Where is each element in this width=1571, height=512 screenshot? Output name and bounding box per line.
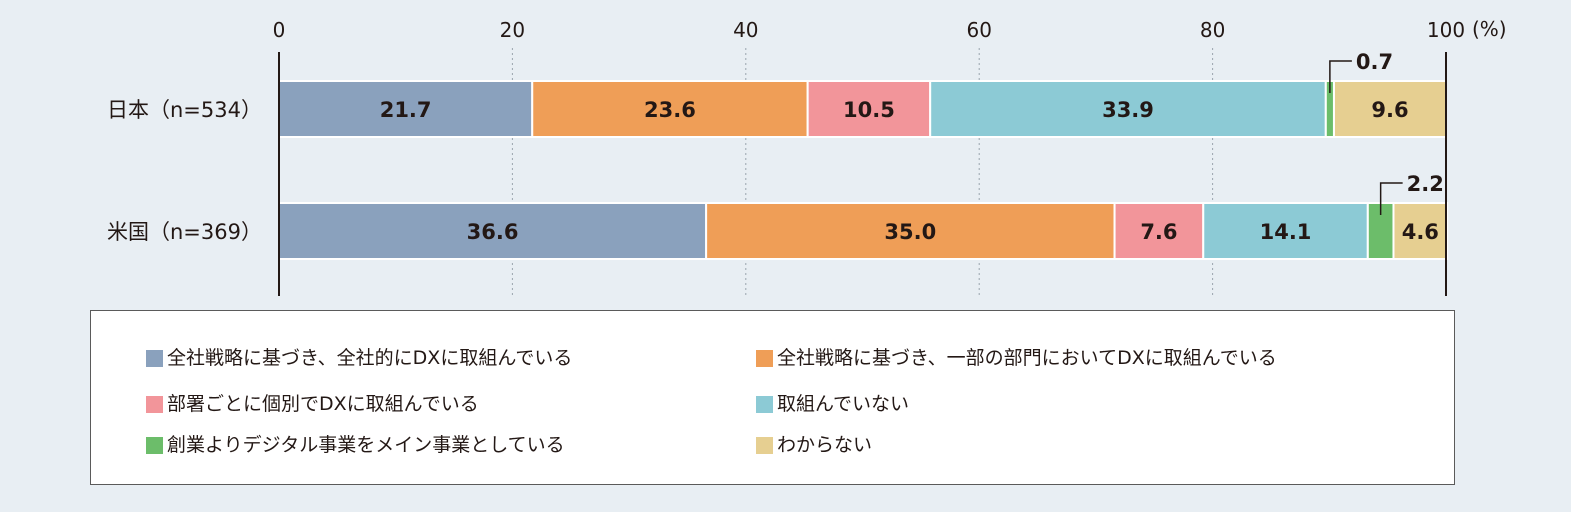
data-label: 4.6 xyxy=(1402,220,1439,244)
x-unit-label: (%) xyxy=(1472,17,1507,41)
data-label: 7.6 xyxy=(1140,220,1177,244)
legend-swatch xyxy=(756,349,773,367)
legend-item-partial-department: 全社戦略に基づき、一部の部門においてDXに取組んでいる xyxy=(756,346,1277,370)
bar-segment xyxy=(531,80,809,138)
data-label: 23.6 xyxy=(644,98,696,122)
x-tick-label: 80 xyxy=(1200,18,1225,42)
bar-segment xyxy=(1392,202,1449,260)
bar-segment xyxy=(278,202,708,260)
x-tick-label: 20 xyxy=(500,18,525,42)
bar-segment xyxy=(806,80,932,138)
legend-swatch xyxy=(756,395,773,413)
data-label: 14.1 xyxy=(1260,220,1312,244)
legend-label: 全社戦略に基づき、全社的にDXに取組んでいる xyxy=(167,347,573,369)
legend-swatch xyxy=(146,349,163,367)
legend-label: 全社戦略に基づき、一部の部門においてDXに取組んでいる xyxy=(777,347,1277,369)
bar-segment xyxy=(705,202,1116,260)
legend-label: わからない xyxy=(777,434,873,456)
legend-label: 部署ごとに個別でDXに取組んでいる xyxy=(167,393,479,415)
bar-segment xyxy=(929,80,1327,138)
callout-leader xyxy=(1329,60,1352,93)
callout-leader xyxy=(1379,182,1403,215)
legend-swatch xyxy=(756,436,773,454)
data-label: 9.6 xyxy=(1371,98,1408,122)
category-label: 日本（n=534） xyxy=(107,98,262,122)
x-tick-label: 60 xyxy=(966,18,991,42)
x-tick-label: 0 xyxy=(273,18,286,42)
legend-item-unknown: わからない xyxy=(756,433,872,457)
x-tick-label: 40 xyxy=(733,18,758,42)
chart-legend: 全社戦略に基づき、全社的にDXに取組んでいる 全社戦略に基づき、一部の部門におい… xyxy=(90,310,1455,485)
legend-item-digital-native: 創業よりデジタル事業をメイン事業としている xyxy=(146,433,565,457)
legend-swatch xyxy=(146,436,163,454)
legend-item-not-working: 取組んでいない xyxy=(756,392,909,416)
data-label: 35.0 xyxy=(884,220,936,244)
data-label: 2.2 xyxy=(1407,172,1444,196)
legend-item-company-wide: 全社戦略に基づき、全社的にDXに取組んでいる xyxy=(146,346,572,370)
legend-swatch xyxy=(146,395,163,413)
data-label: 10.5 xyxy=(843,98,895,122)
bar-segment xyxy=(1332,80,1448,138)
data-label: 0.7 xyxy=(1356,50,1393,74)
data-label: 36.6 xyxy=(467,220,519,244)
data-label: 33.9 xyxy=(1102,98,1154,122)
legend-label: 取組んでいない xyxy=(777,393,910,415)
legend-label: 創業よりデジタル事業をメイン事業としている xyxy=(167,434,565,456)
data-label: 21.7 xyxy=(380,98,432,122)
legend-item-individual-department: 部署ごとに個別でDXに取組んでいる xyxy=(146,392,479,416)
x-tick-label: 100 xyxy=(1427,18,1465,42)
category-label: 米国（n=369） xyxy=(107,220,262,244)
